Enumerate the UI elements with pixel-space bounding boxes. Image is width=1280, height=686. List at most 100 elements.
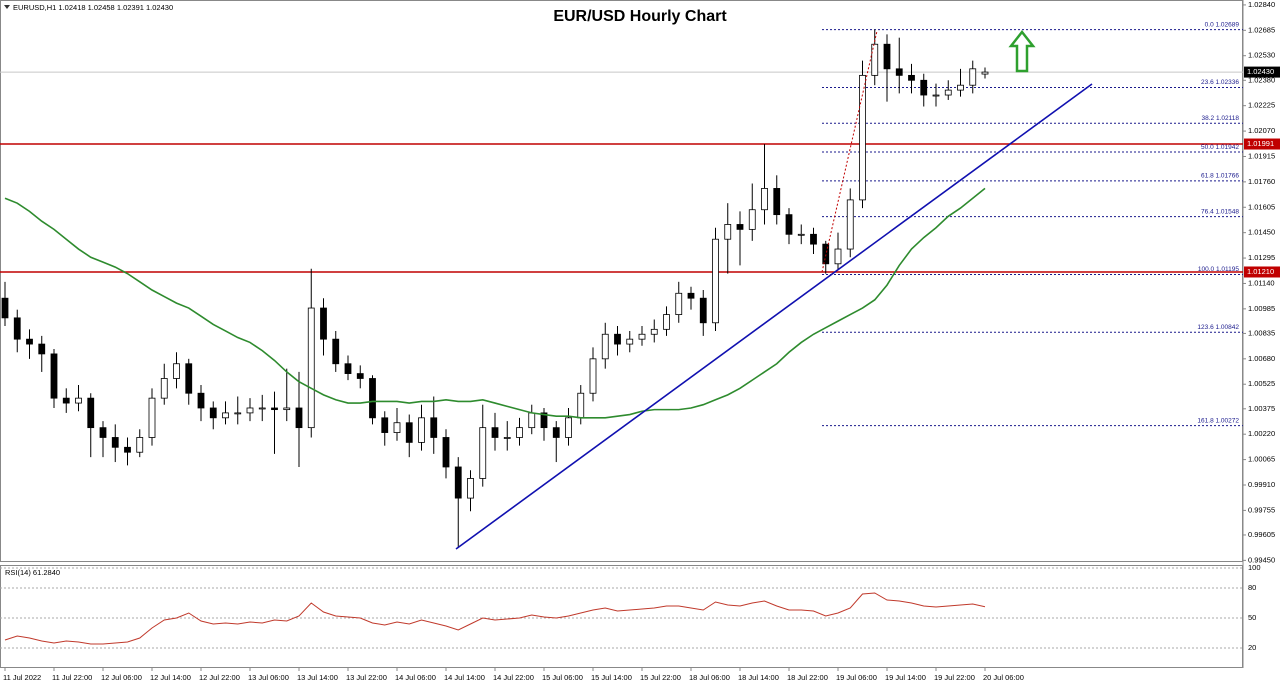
candle-body	[430, 417, 438, 438]
candle-body	[295, 407, 303, 429]
candle-body	[663, 314, 670, 330]
y-tick-label: 1.01605	[1248, 202, 1275, 211]
candle-body	[99, 427, 107, 438]
rsi-line	[4, 592, 986, 645]
y-tick-label: 1.02380	[1248, 75, 1275, 84]
candle-body	[234, 412, 242, 415]
candle-body	[650, 328, 658, 335]
candle-body	[307, 307, 315, 429]
candle-body	[491, 427, 499, 438]
candle-body	[810, 233, 817, 245]
x-tick-label: 15 Jul 14:00	[591, 673, 632, 682]
candle-body	[320, 307, 327, 340]
y-tick-label: 1.01760	[1248, 177, 1275, 186]
trend-line	[455, 83, 1093, 550]
candle-body	[418, 417, 425, 443]
moving-average	[4, 187, 986, 419]
candle-body	[565, 417, 572, 438]
candle-body	[589, 358, 597, 394]
candle-body	[222, 412, 229, 419]
candle-body	[258, 407, 266, 410]
fib-connector	[821, 30, 878, 273]
candle-body	[601, 333, 609, 360]
candle-body	[185, 363, 193, 394]
candle-body	[908, 74, 915, 81]
level-box	[1244, 138, 1280, 150]
y-tick-label: 1.02530	[1248, 51, 1275, 60]
candle-body	[111, 437, 119, 448]
candle-body	[369, 378, 376, 419]
x-tick-label: 19 Jul 22:00	[934, 673, 975, 682]
y-tick-label: 1.02225	[1248, 101, 1275, 110]
candle-body	[834, 248, 842, 265]
candle-body	[381, 417, 389, 433]
candle-body	[895, 68, 903, 76]
candle-body	[62, 397, 70, 404]
candle-body	[356, 373, 364, 379]
y-tick-label: 1.01450	[1248, 228, 1275, 237]
candle-body	[344, 363, 352, 374]
y-tick-label: 1.01915	[1248, 151, 1275, 160]
candle-body	[528, 412, 536, 429]
candle-body	[283, 407, 291, 411]
candle-body	[124, 446, 131, 453]
x-tick-label: 13 Jul 14:00	[297, 673, 338, 682]
x-tick-label: 19 Jul 06:00	[836, 673, 877, 682]
y-tick-label: 1.00525	[1248, 379, 1275, 388]
candle-body	[932, 94, 940, 97]
candle-body	[712, 238, 719, 324]
candle-body	[736, 224, 744, 230]
candle-body	[38, 343, 46, 355]
candle-body	[944, 89, 952, 96]
fib-label: 100.0 1.01195	[1198, 266, 1239, 273]
candle-body	[75, 397, 82, 404]
x-tick-label: 14 Jul 14:00	[444, 673, 485, 682]
candle-body	[516, 427, 523, 438]
candle-body	[614, 333, 621, 345]
y-tick-label: 0.99605	[1248, 530, 1275, 539]
y-tick-label: 1.00835	[1248, 328, 1275, 337]
candle-body	[87, 397, 95, 429]
y-tick-label: 1.00065	[1248, 455, 1275, 464]
candle-body	[197, 392, 205, 409]
candle-body	[442, 437, 450, 468]
x-tick-label: 18 Jul 06:00	[689, 673, 730, 682]
candle-body	[883, 43, 891, 70]
x-tick-label: 11 Jul 2022	[3, 673, 41, 682]
candle-body	[724, 224, 732, 240]
x-tick-label: 12 Jul 06:00	[101, 673, 142, 682]
candle-body	[626, 338, 634, 345]
candle-body	[332, 338, 340, 365]
fib-label: 123.6 1.00842	[1197, 324, 1239, 331]
fib-label: 23.6 1.02336	[1201, 79, 1239, 86]
chart-title: EUR/USD Hourly Chart	[553, 8, 727, 25]
header-icon	[4, 5, 10, 9]
candle-body	[467, 478, 474, 499]
up-arrow	[1008, 29, 1036, 73]
y-tick-label: 1.02070	[1248, 126, 1275, 135]
y-tick-label: 1.01140	[1248, 278, 1275, 287]
candle-body	[1, 297, 9, 319]
candle-body	[552, 427, 560, 438]
candle-body	[50, 353, 58, 399]
x-tick-label: 13 Jul 06:00	[248, 673, 289, 682]
candle-body	[540, 412, 548, 429]
candle-body	[761, 188, 768, 211]
y-tick-label: 0.99450	[1248, 555, 1275, 564]
candle-body	[454, 466, 462, 499]
level-label: 1.01210	[1247, 267, 1274, 276]
x-tick-label: 14 Jul 22:00	[493, 673, 534, 682]
candle-body	[160, 378, 168, 399]
rsi-panel	[0, 565, 1243, 668]
x-tick-label: 12 Jul 14:00	[150, 673, 191, 682]
x-tick-label: 11 Jul 22:00	[52, 673, 92, 682]
candle-body	[846, 199, 854, 250]
rsi-tick-label: 100	[1248, 563, 1261, 572]
fib-label: 76.4 1.01548	[1201, 208, 1239, 215]
candle-body	[246, 407, 254, 414]
rsi-tick-label: 80	[1248, 583, 1256, 592]
candle-body	[638, 333, 646, 340]
